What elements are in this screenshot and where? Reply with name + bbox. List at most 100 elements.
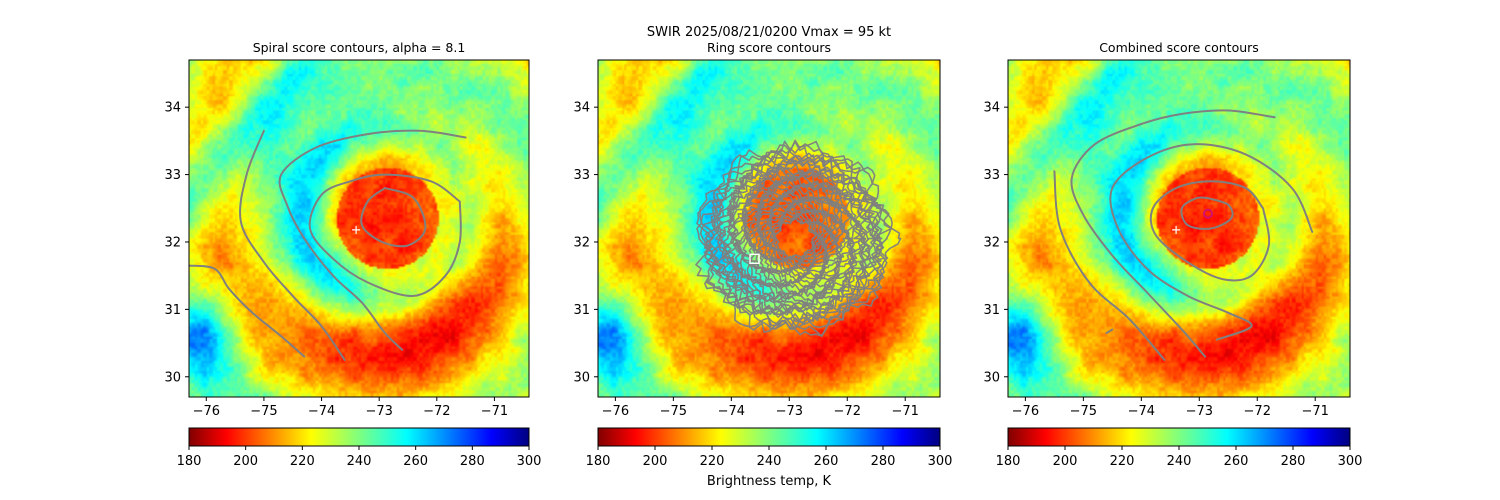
contour-line xyxy=(725,168,870,312)
contour-line xyxy=(699,144,888,330)
colorbar-tick-label: 180 xyxy=(586,454,611,469)
contour-line xyxy=(767,211,824,268)
y-tick-label: 30 xyxy=(164,370,181,385)
axes-frame xyxy=(1007,59,1351,398)
y-tick-label: 33 xyxy=(573,168,590,183)
x-tick-label: −76 xyxy=(193,404,220,419)
x-axis: −76 −75 −74 −73 −72 −71 xyxy=(1012,397,1329,419)
colorbar-tick-label: 200 xyxy=(643,454,668,469)
colorbar-tick-label: 180 xyxy=(996,454,1021,469)
axes-frame xyxy=(188,59,530,398)
contour-line xyxy=(737,181,855,297)
colorbar-tick-label: 240 xyxy=(1167,454,1192,469)
x-tick-label: −75 xyxy=(1070,404,1097,419)
y-tick-label: 31 xyxy=(983,303,1000,318)
colorbar-tick-label: 220 xyxy=(290,454,315,469)
x-tick-label: −72 xyxy=(1244,404,1271,419)
y-tick-label: 34 xyxy=(983,101,1000,116)
panel-combined: Combined score contours −76 −75 −74 −73 −72−… xyxy=(983,40,1362,469)
circle-marker xyxy=(1202,208,1213,219)
contour-line xyxy=(710,152,885,324)
y-tick-label: 30 xyxy=(983,370,1000,385)
colorbar-tick-label: 220 xyxy=(700,454,725,469)
x-tick-label: −75 xyxy=(660,404,687,419)
x-tick-label: −71 xyxy=(892,404,919,419)
contour-line xyxy=(1180,196,1234,230)
brightness-temp-image xyxy=(598,60,940,397)
colorbar-tick-label: 300 xyxy=(928,454,953,469)
y-tick-label: 32 xyxy=(164,235,181,250)
x-tick-label: −74 xyxy=(1128,404,1155,419)
colorbar-tick-label: 280 xyxy=(460,454,485,469)
contour-line xyxy=(278,129,467,351)
contour-line xyxy=(1070,109,1276,358)
contour-line xyxy=(752,196,839,282)
x-tick-label: −73 xyxy=(776,404,803,419)
y-axis: 30 31 32 33 34 xyxy=(573,101,598,385)
panel-title: Combined score contours xyxy=(1099,40,1259,55)
colorbar-label: Brightness temp, K xyxy=(707,474,832,489)
colorbar-tick-label: 200 xyxy=(1053,454,1078,469)
y-axis: 30 31 32 33 34 xyxy=(164,101,189,385)
contour-layer xyxy=(1053,109,1314,361)
contour-line xyxy=(189,264,306,358)
panel-ring: Ring score contours −76 −75 −74 −73 −72 −71 3… xyxy=(573,40,952,489)
x-tick-label: −74 xyxy=(718,404,745,419)
contour-line xyxy=(239,129,346,361)
y-tick-label: 34 xyxy=(573,101,590,116)
marker-layer xyxy=(352,225,361,234)
colorbar-tick-label: 260 xyxy=(1224,454,1249,469)
contour-line xyxy=(1109,143,1314,341)
marker-layer xyxy=(749,253,760,265)
x-axis: −76 −75 −74 −73 −72 −71 xyxy=(602,397,919,419)
contour-line xyxy=(1149,180,1271,282)
x-tick-label: −71 xyxy=(1302,404,1329,419)
y-tick-label: 33 xyxy=(983,168,1000,183)
brightness-temp-image xyxy=(189,60,529,397)
colorbar-tick-label: 300 xyxy=(517,454,542,469)
x-axis: −76 −75 −74 −73 −72 −71 xyxy=(193,397,508,419)
figure-suptitle: SWIR 2025/08/21/0200 Vmax = 95 kt xyxy=(647,25,891,40)
contour-line xyxy=(741,183,850,293)
x-tick-label: −72 xyxy=(834,404,861,419)
colorbar-gradient xyxy=(1007,427,1351,447)
x-tick-label: −74 xyxy=(308,404,335,419)
colorbar-tick-label: 280 xyxy=(1281,454,1306,469)
contour-layer xyxy=(695,139,902,337)
contour-line xyxy=(769,213,822,265)
colorbar: 180 200 220 240 260 280 300 xyxy=(586,427,953,469)
center-plus-marker xyxy=(1172,225,1181,234)
colorbar-gradient xyxy=(597,427,941,447)
colorbar-tick-label: 240 xyxy=(757,454,782,469)
contour-line xyxy=(1053,170,1166,361)
contour-line xyxy=(727,172,867,307)
y-tick-label: 31 xyxy=(164,303,181,318)
x-tick-label: −73 xyxy=(365,404,392,419)
contour-line xyxy=(308,173,462,297)
contour-line xyxy=(696,140,892,330)
y-tick-label: 34 xyxy=(164,101,181,116)
contour-line xyxy=(730,172,860,303)
x-tick-label: −76 xyxy=(602,404,629,419)
colorbar-gradient xyxy=(188,427,530,447)
brightness-temp-image xyxy=(1008,60,1350,397)
colorbar: 180 200 220 240 260 280 300 xyxy=(996,427,1363,469)
panel-spiral: Spiral score contours, alpha = 8.1 −76 −7… xyxy=(164,40,541,469)
contour-layer xyxy=(189,129,467,361)
marker-layer xyxy=(1172,208,1213,234)
y-tick-label: 30 xyxy=(573,370,590,385)
x-tick-label: −76 xyxy=(1012,404,1039,419)
colorbar-tick-label: 200 xyxy=(233,454,258,469)
y-tick-label: 31 xyxy=(573,303,590,318)
square-marker xyxy=(749,253,760,265)
colorbar-tick-label: 260 xyxy=(814,454,839,469)
y-tick-label: 32 xyxy=(573,235,590,250)
contour-line xyxy=(764,208,825,270)
colorbar-tick-label: 300 xyxy=(1338,454,1363,469)
y-tick-label: 33 xyxy=(164,168,181,183)
x-tick-label: −73 xyxy=(1186,404,1213,419)
colorbar-tick-label: 220 xyxy=(1110,454,1135,469)
colorbar: 180 200 220 240 260 280 300 xyxy=(177,427,542,469)
panel-title: Ring score contours xyxy=(707,40,831,55)
